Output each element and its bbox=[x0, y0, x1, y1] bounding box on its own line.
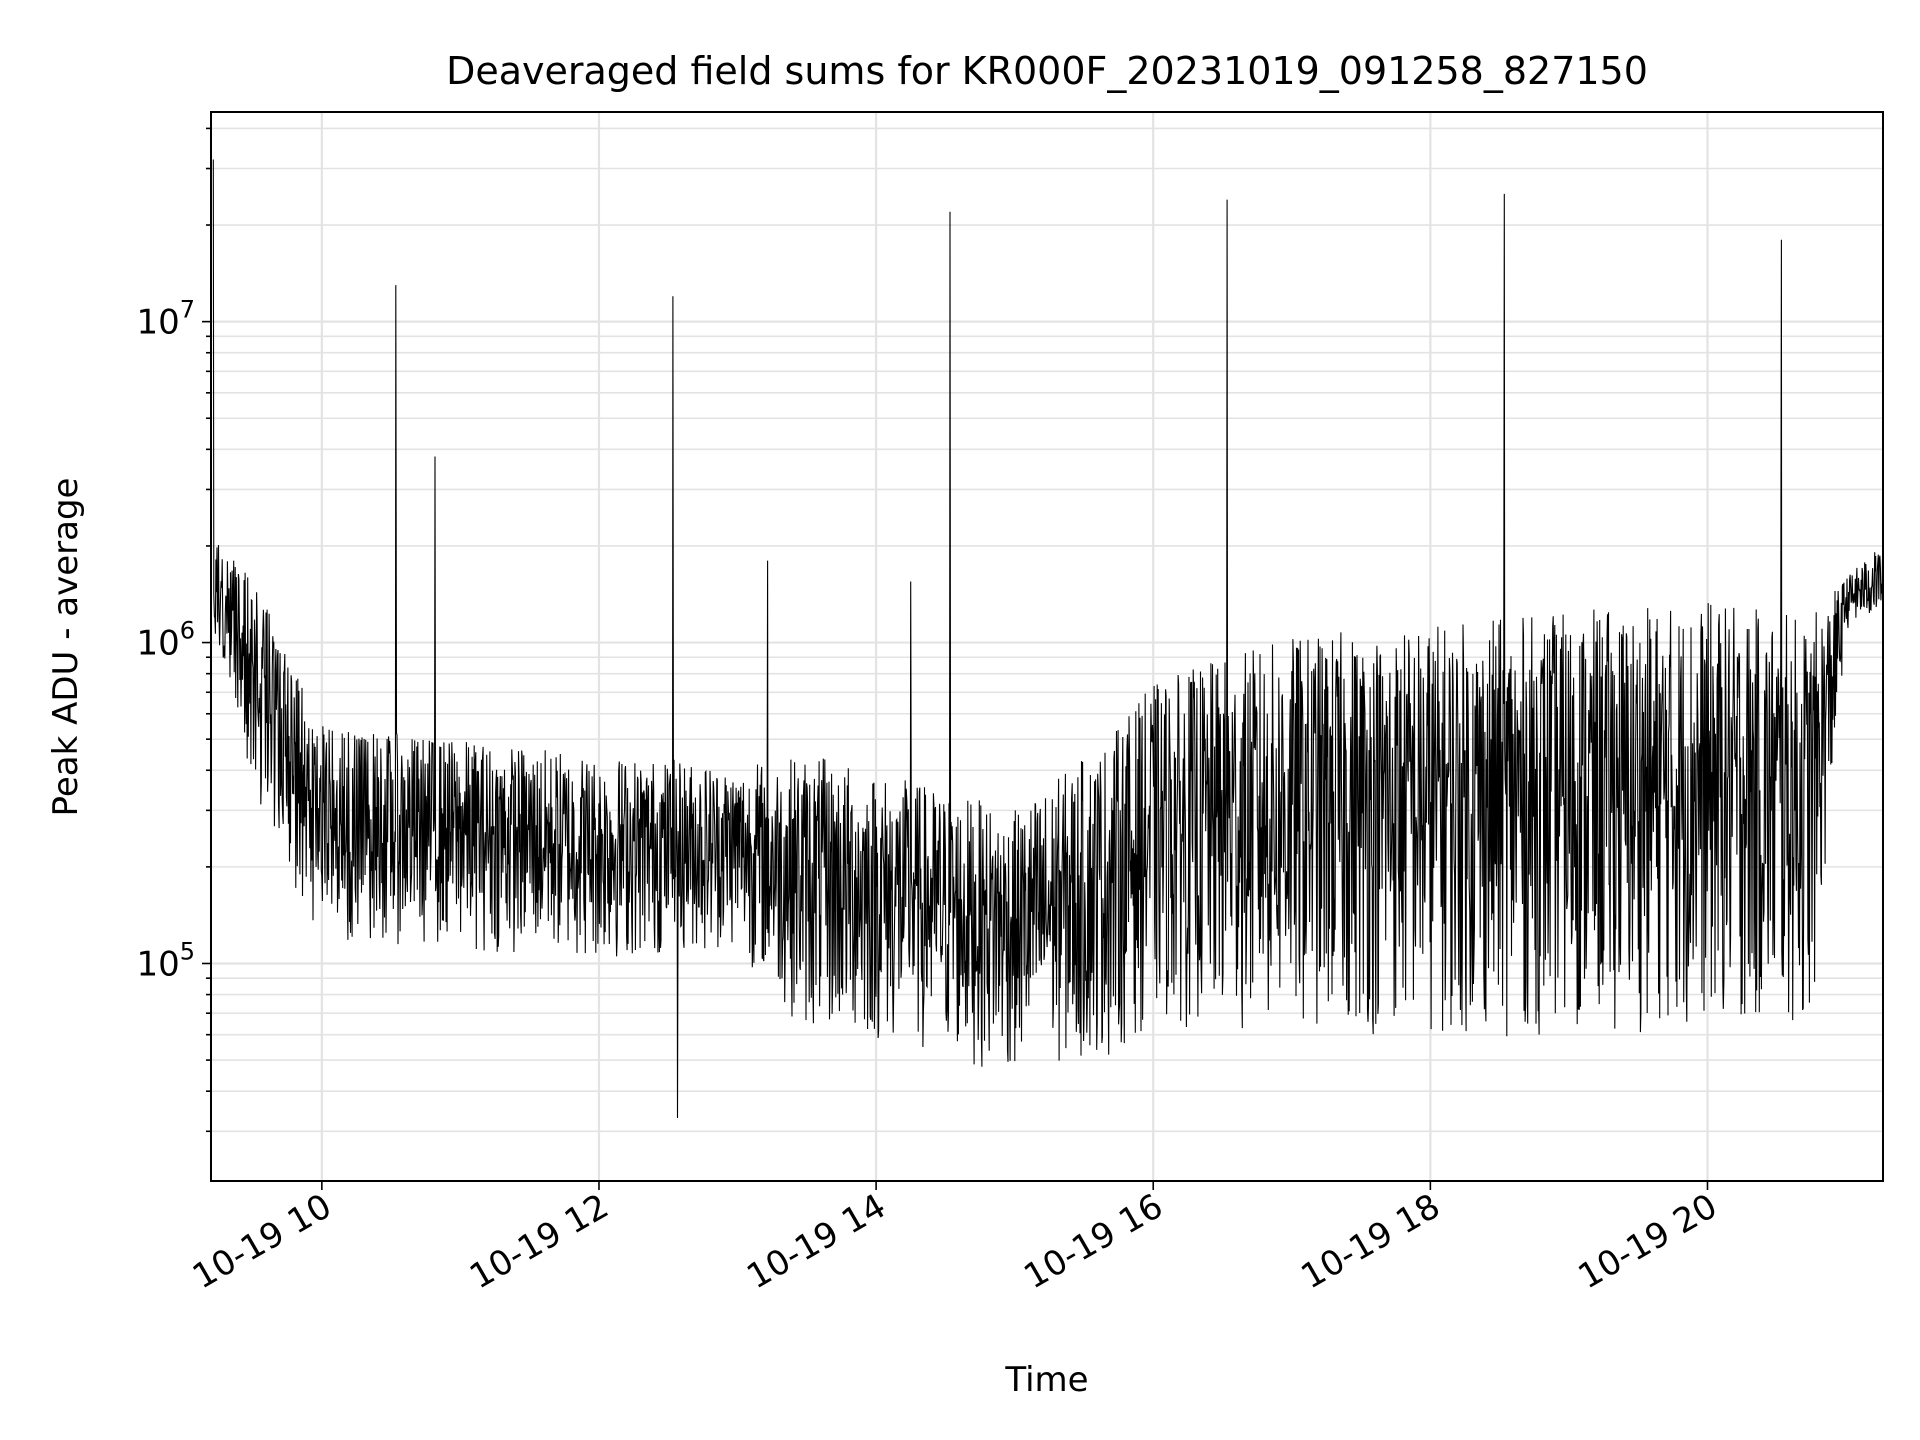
x-axis-label: Time bbox=[1004, 1360, 1088, 1400]
plot-frame bbox=[210, 111, 1884, 1182]
y-tick-label: 107 bbox=[136, 296, 195, 343]
y-tick-base: 10 bbox=[136, 944, 179, 984]
y-axis-label: Peak ADU - average bbox=[46, 478, 86, 817]
y-tick-label: 106 bbox=[136, 617, 195, 664]
y-tick-base: 10 bbox=[136, 624, 179, 664]
y-tick-exponent: 5 bbox=[180, 937, 195, 965]
y-tick-base: 10 bbox=[136, 303, 179, 343]
plot-area bbox=[212, 159, 1883, 1119]
y-tick-exponent: 7 bbox=[180, 296, 195, 324]
y-tick-label: 105 bbox=[136, 937, 195, 984]
y-tick-exponent: 6 bbox=[180, 617, 195, 645]
series-line bbox=[212, 159, 1883, 1119]
series-path bbox=[212, 159, 1883, 1119]
chart-title: Deaveraged field sums for KR000F_2023101… bbox=[446, 49, 1648, 93]
